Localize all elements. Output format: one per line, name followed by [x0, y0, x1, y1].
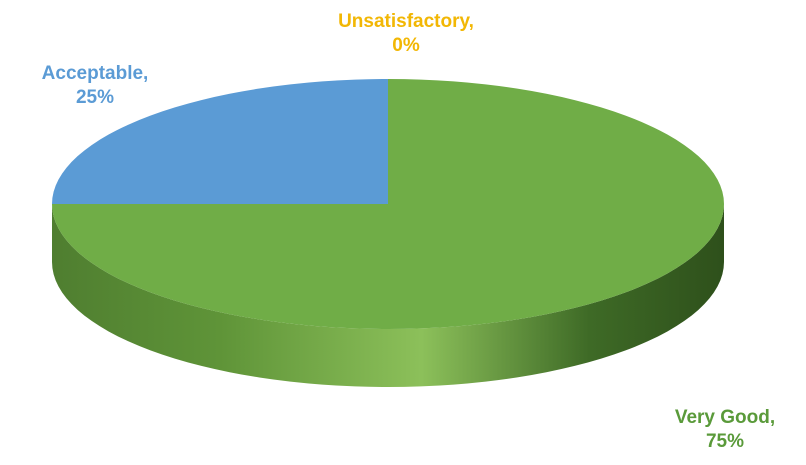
pie-side-wall [52, 204, 724, 387]
data-label-unsatisfactory: Unsatisfactory, 0% [306, 10, 506, 58]
data-label-very-good-name: Very Good, [674, 407, 776, 428]
data-label-unsatisfactory-name: Unsatisfactory, [338, 11, 474, 32]
data-label-unsatisfactory-percent: 0% [392, 35, 420, 56]
data-label-very-good-percent: 75% [705, 431, 745, 452]
data-label-acceptable-name: Acceptable, [41, 63, 149, 84]
data-label-acceptable-percent: 25% [75, 87, 115, 108]
data-label-acceptable: Acceptable, 25% [20, 62, 170, 110]
data-label-very-good: Very Good, 75% [660, 406, 790, 454]
pie-slice-acceptable [52, 79, 388, 204]
